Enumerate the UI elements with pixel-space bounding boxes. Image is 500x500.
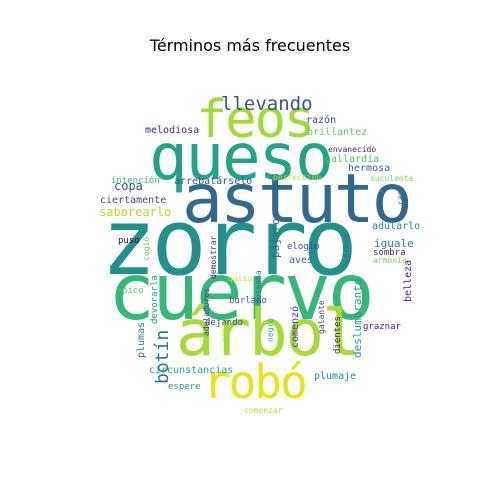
cloud-word: negro bbox=[266, 317, 275, 342]
cloud-word: queso bbox=[149, 121, 334, 195]
cloud-word: perfección bbox=[273, 173, 322, 182]
cloud-word: árbol bbox=[176, 297, 361, 371]
cloud-word: dientes bbox=[333, 316, 343, 354]
cloud-word: armonía bbox=[373, 256, 407, 265]
cloud-word: sombra bbox=[373, 248, 406, 258]
cloud-word: plumaje bbox=[314, 371, 357, 382]
cloud-word: astuto bbox=[182, 160, 413, 239]
chart-title: Términos más frecuentes bbox=[149, 36, 351, 55]
cloud-word: feos bbox=[196, 90, 315, 150]
cloud-word: belleza bbox=[403, 259, 414, 302]
cloud-word: arrebatárselo bbox=[174, 176, 253, 187]
cloud-word: copa bbox=[114, 179, 143, 193]
cloud-word: galante bbox=[317, 300, 326, 334]
cloud-word: espere bbox=[168, 382, 201, 392]
cloud-word: intención bbox=[111, 176, 160, 186]
cloud-word: elogio bbox=[287, 242, 320, 252]
cloud-word: cogió bbox=[142, 236, 151, 261]
cloud-word: robó bbox=[203, 355, 308, 409]
cloud-word: aves bbox=[289, 255, 314, 266]
cloud-word: caer bbox=[396, 185, 405, 205]
cloud-word: ciertamente bbox=[100, 195, 167, 206]
cloud-word: brillantez bbox=[307, 127, 368, 138]
cloud-word: cosa bbox=[220, 322, 229, 342]
cloud-word: razón bbox=[306, 115, 337, 126]
cloud-word: envanecido bbox=[328, 145, 377, 154]
cloud-word: hermosa bbox=[348, 163, 391, 174]
cloud-word: deslumbrante bbox=[351, 278, 364, 358]
cloud-word: burlado bbox=[229, 296, 267, 306]
cloud-word: dejando bbox=[205, 318, 243, 328]
cloud-word: graznar bbox=[363, 322, 401, 332]
cloud-word: melodiosa bbox=[145, 125, 200, 136]
cloud-word: pájaros bbox=[269, 211, 282, 258]
cloud-word: comenzar bbox=[244, 406, 283, 415]
cloud-word: cuervo bbox=[108, 248, 375, 338]
cloud-word: pico bbox=[122, 286, 144, 296]
cloud-word: presa bbox=[342, 233, 351, 258]
cloud-word: devorarla bbox=[150, 275, 160, 324]
cloud-word: aduladores bbox=[202, 287, 211, 336]
cloud-word: zorro bbox=[101, 189, 358, 296]
cloud-word: circunstancias bbox=[149, 365, 234, 376]
cloud-word: saborearlo bbox=[99, 205, 172, 219]
cloud-word: llevando bbox=[221, 93, 313, 115]
cloud-word: comenzó bbox=[290, 305, 301, 348]
cloud-word: puso bbox=[118, 236, 140, 246]
cloud-word: adularlo bbox=[372, 221, 421, 232]
cloud-word: quiso bbox=[228, 274, 253, 283]
cloud-word: plumas bbox=[136, 321, 147, 358]
cloud-word: demostrar bbox=[209, 235, 218, 279]
cloud-word: suculenta bbox=[370, 174, 414, 183]
cloud-word: gallardía bbox=[325, 154, 380, 165]
cloud-word: iguale bbox=[374, 237, 414, 250]
